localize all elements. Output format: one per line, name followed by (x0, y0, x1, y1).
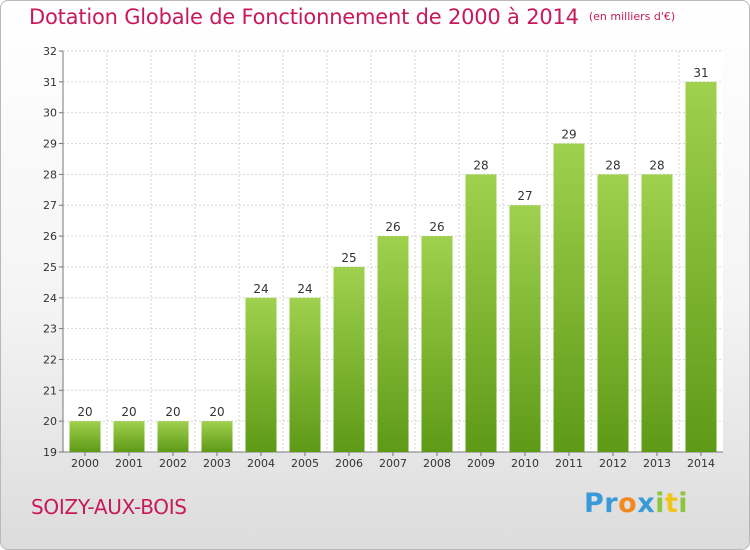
bar (641, 174, 673, 452)
y-tick-label: 22 (43, 353, 57, 366)
bar (377, 236, 409, 452)
bar (685, 81, 717, 452)
y-tick-label: 29 (43, 138, 57, 151)
chart-unit-note: (en milliers d'€) (588, 10, 676, 23)
logo-letter: o (618, 488, 638, 519)
logo-letter: x (637, 488, 656, 519)
data-label: 31 (693, 66, 708, 80)
data-label: 28 (605, 158, 620, 172)
bar (157, 421, 189, 452)
x-tick-label: 2005 (291, 457, 319, 470)
y-tick-label: 24 (43, 292, 57, 305)
bar (509, 205, 541, 452)
x-tick-label: 2012 (599, 457, 627, 470)
data-label: 25 (341, 251, 356, 265)
bar (465, 174, 497, 452)
x-tick-label: 2002 (159, 457, 187, 470)
bar (597, 174, 629, 452)
data-label: 20 (165, 405, 180, 419)
x-tick-label: 2004 (247, 457, 275, 470)
bar (289, 297, 321, 452)
x-tick-label: 2011 (555, 457, 583, 470)
data-label: 26 (429, 220, 444, 234)
bar (333, 266, 365, 452)
data-label: 26 (385, 220, 400, 234)
data-label: 27 (517, 189, 532, 203)
chart-title-text: Dotation Globale de Fonctionnement de 20… (29, 5, 579, 29)
y-tick-label: 27 (43, 199, 57, 212)
data-label: 24 (297, 282, 312, 296)
x-tick-label: 2001 (115, 457, 143, 470)
x-tick-label: 2008 (423, 457, 451, 470)
data-label: 20 (209, 405, 224, 419)
y-tick-label: 30 (43, 107, 57, 120)
logo-letter: i (678, 488, 689, 519)
x-tick-label: 2003 (203, 457, 231, 470)
y-tick-label: 26 (43, 230, 57, 243)
x-tick-label: 2010 (511, 457, 539, 470)
label-layer: 20 2000 20 2001 20 2002 20 2003 24 2004 24 2005 25 20… (71, 66, 715, 470)
y-tick-label: 28 (43, 168, 57, 181)
data-label: 24 (253, 282, 268, 296)
data-label: 20 (121, 405, 136, 419)
logo-letter: r (604, 488, 619, 519)
bar (553, 143, 585, 453)
y-tick-label: 19 (43, 446, 57, 459)
y-tick-label: 23 (43, 323, 57, 336)
bar (113, 421, 145, 452)
y-tick-label: 25 (43, 261, 57, 274)
proxiti-logo: Proxiti (584, 488, 688, 519)
y-tick-label: 21 (43, 384, 57, 397)
data-label: 28 (473, 158, 488, 172)
commune-name: SOIZY-AUX-BOIS (31, 495, 187, 519)
y-tick-label: 32 (43, 45, 57, 58)
bar (69, 421, 101, 452)
bar (421, 236, 453, 452)
data-label: 28 (649, 158, 664, 172)
data-label: 20 (77, 405, 92, 419)
chart-title: Dotation Globale de Fonctionnement de 20… (29, 5, 675, 29)
x-tick-label: 2006 (335, 457, 363, 470)
y-tick-label: 31 (43, 76, 57, 89)
x-tick-label: 2000 (71, 457, 99, 470)
bar (201, 421, 233, 452)
bar (245, 297, 277, 452)
x-tick-label: 2009 (467, 457, 495, 470)
logo-letter: P (584, 488, 605, 519)
x-tick-label: 2014 (687, 457, 715, 470)
y-tick-label: 20 (43, 415, 57, 428)
x-tick-label: 2007 (379, 457, 407, 470)
bar-layer (69, 81, 717, 453)
data-label: 29 (561, 128, 576, 142)
logo-letter: t (664, 488, 679, 519)
logo-letter: i (655, 488, 665, 519)
x-tick-label: 2013 (643, 457, 671, 470)
